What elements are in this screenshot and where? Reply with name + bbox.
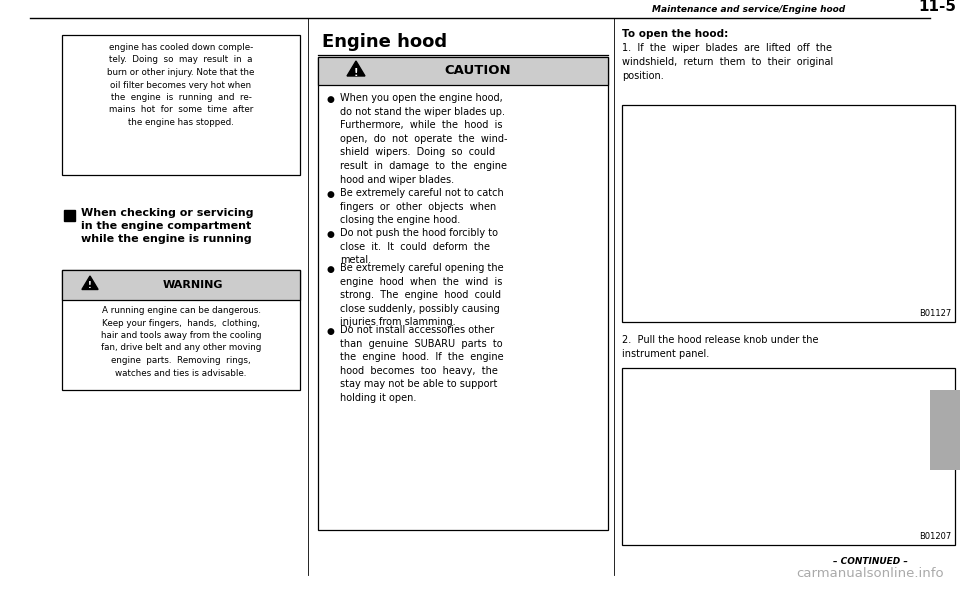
- Text: Be extremely careful opening the
engine  hood  when  the  wind  is
strong.  The : Be extremely careful opening the engine …: [340, 263, 504, 327]
- Polygon shape: [82, 276, 98, 290]
- FancyBboxPatch shape: [318, 57, 608, 85]
- Text: Do not push the hood forcibly to
close  it.  It  could  deform  the
metal.: Do not push the hood forcibly to close i…: [340, 228, 498, 265]
- Text: ●: ●: [326, 230, 334, 239]
- Bar: [64, 210, 75, 221]
- Text: Do not install accessories other
than  genuine  SUBARU  parts  to
the  engine  h: Do not install accessories other than ge…: [340, 325, 504, 403]
- Text: Be extremely careful not to catch
fingers  or  other  objects  when
closing the : Be extremely careful not to catch finger…: [340, 188, 504, 225]
- Text: 2.  Pull the hood release knob under the
instrument panel.: 2. Pull the hood release knob under the …: [622, 335, 819, 359]
- Text: – CONTINUED –: – CONTINUED –: [832, 557, 907, 566]
- Text: 11-5: 11-5: [918, 0, 956, 14]
- Text: carmanualsonline.info: carmanualsonline.info: [796, 567, 944, 580]
- Text: To open the hood:: To open the hood:: [622, 29, 729, 39]
- Text: A running engine can be dangerous.
Keep your fingers,  hands,  clothing,
hair an: A running engine can be dangerous. Keep …: [101, 306, 261, 378]
- Text: ●: ●: [326, 327, 334, 336]
- Text: engine has cooled down comple-
tely.  Doing  so  may  result  in  a
burn or othe: engine has cooled down comple- tely. Doi…: [108, 43, 254, 127]
- Text: ●: ●: [326, 190, 334, 199]
- Text: ●: ●: [326, 95, 334, 104]
- Text: When checking or servicing
in the engine compartment
while the engine is running: When checking or servicing in the engine…: [81, 208, 253, 244]
- Text: Engine hood: Engine hood: [322, 33, 447, 51]
- Text: WARNING: WARNING: [163, 280, 224, 290]
- FancyBboxPatch shape: [62, 270, 300, 300]
- Text: When you open the engine hood,
do not stand the wiper blades up.
Furthermore,  w: When you open the engine hood, do not st…: [340, 93, 508, 185]
- Text: B01207: B01207: [919, 532, 951, 541]
- Text: 1.  If  the  wiper  blades  are  lifted  off  the
windshield,  return  them  to : 1. If the wiper blades are lifted off th…: [622, 43, 833, 81]
- Text: !: !: [88, 282, 92, 290]
- Text: CAUTION: CAUTION: [444, 65, 512, 78]
- Text: !: !: [353, 67, 358, 78]
- Text: B01127: B01127: [919, 309, 951, 318]
- Bar: [930, 390, 960, 470]
- Polygon shape: [347, 61, 365, 76]
- Text: Maintenance and service/Engine hood: Maintenance and service/Engine hood: [652, 5, 845, 14]
- Text: ●: ●: [326, 265, 334, 274]
